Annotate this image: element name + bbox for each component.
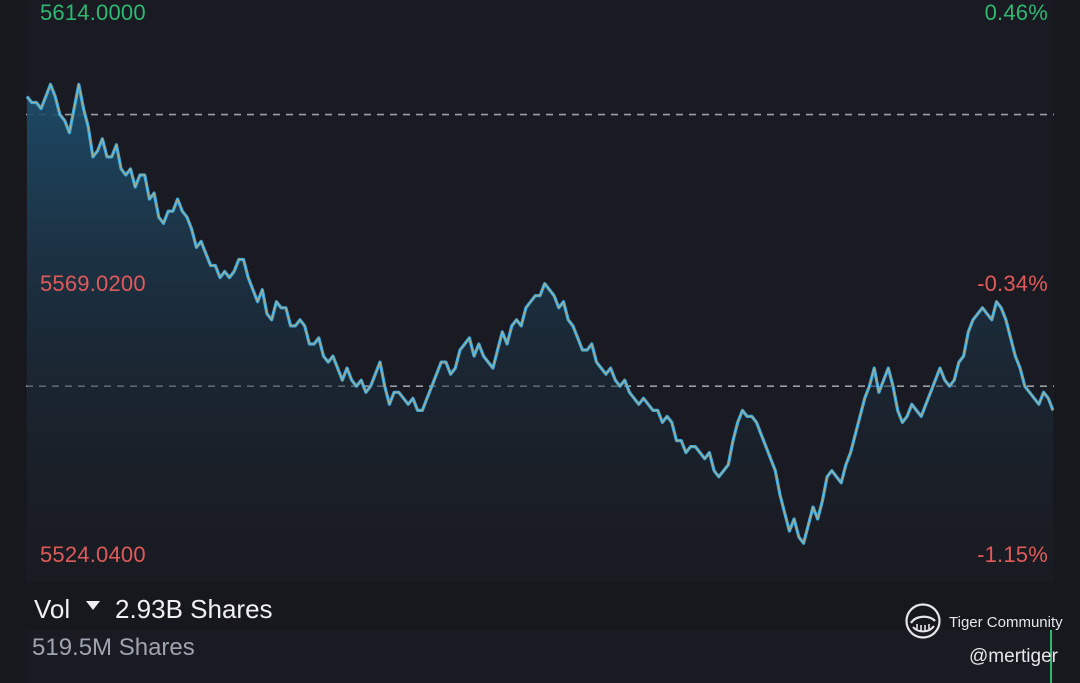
volume-max-label: 519.5M Shares xyxy=(32,634,195,661)
volume-bar xyxy=(1050,630,1052,683)
price-chart[interactable]: 5614.0000 5569.0200 5524.0400 0.46% -0.3… xyxy=(26,0,1054,582)
y-axis-right-middle: -0.34% xyxy=(977,271,1048,296)
brand-name: Tiger Community xyxy=(949,614,1063,631)
y-axis-right-bottom: -1.15% xyxy=(977,542,1048,567)
price-svg xyxy=(26,82,1054,582)
volume-header: Vol 2.93B Shares xyxy=(0,582,1080,630)
price-line-highlight xyxy=(26,83,1054,544)
volume-label: Vol xyxy=(34,594,71,624)
volume-dropdown-caret-icon[interactable] xyxy=(86,601,100,610)
author-handle: @mertiger xyxy=(969,646,1058,667)
volume-panel: 519.5M Shares xyxy=(26,630,1054,683)
y-axis-left-bottom: 5524.0400 xyxy=(40,542,146,567)
y-axis-left-top: 5614.0000 xyxy=(40,0,146,25)
y-axis-right-top: 0.46% xyxy=(984,0,1048,25)
price-area-fill xyxy=(27,84,1053,582)
tiger-logo-icon xyxy=(905,603,941,639)
volume-total: 2.93B Shares xyxy=(115,594,273,624)
y-axis-left-middle: 5569.0200 xyxy=(40,271,146,296)
